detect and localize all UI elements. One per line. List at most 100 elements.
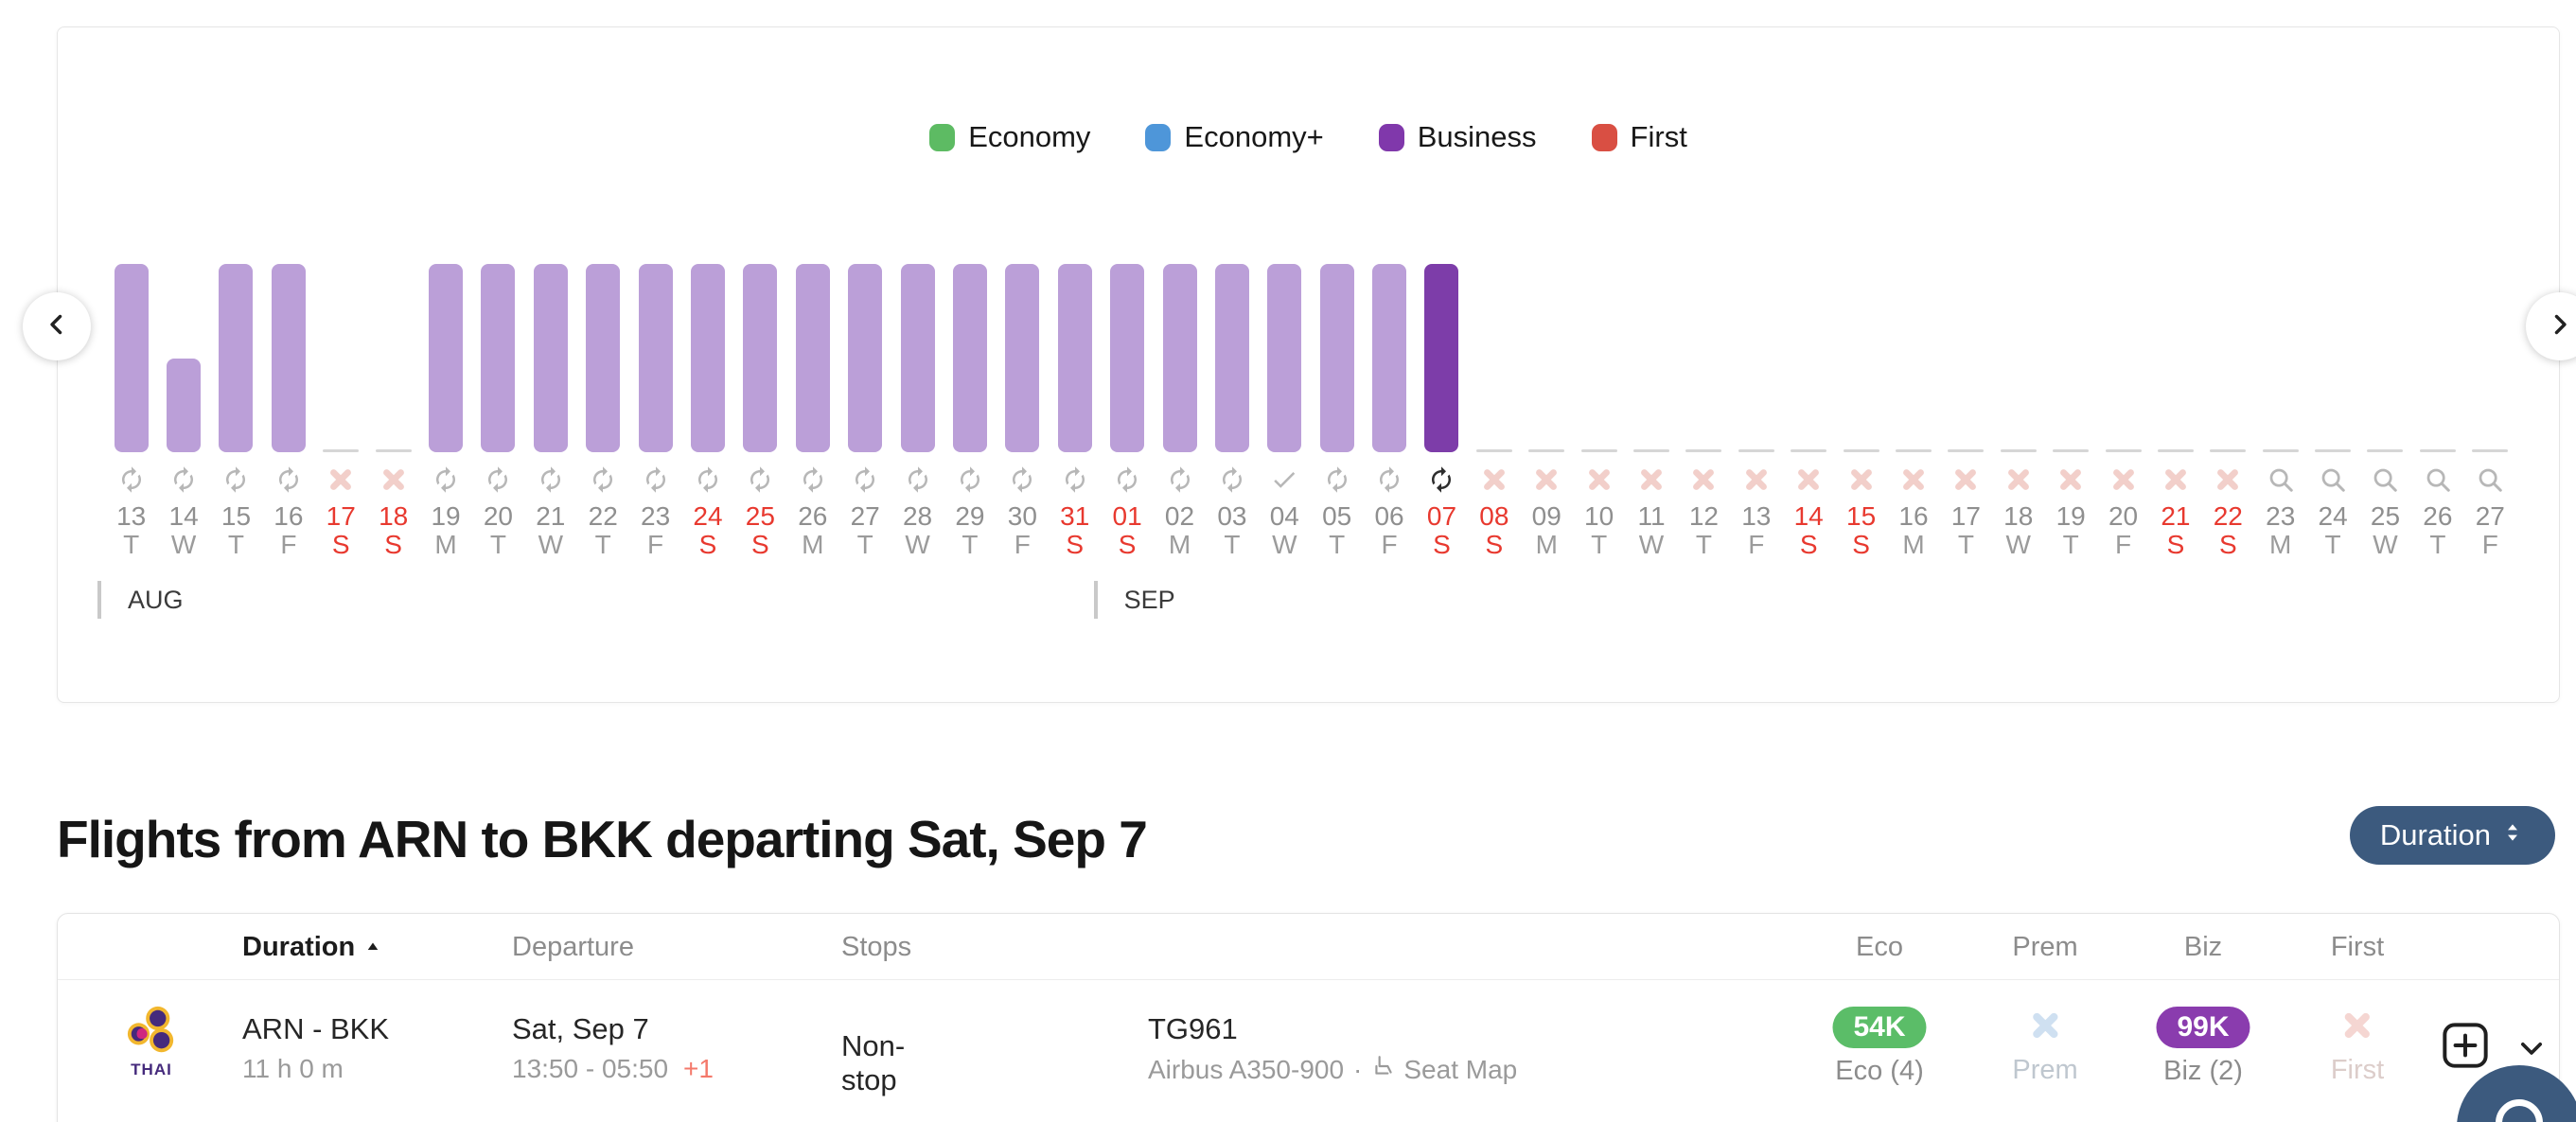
refresh-icon[interactable]	[537, 465, 565, 494]
unavailable-icon[interactable]	[2004, 465, 2033, 494]
search-icon[interactable]	[2371, 465, 2399, 494]
eco-award-cell[interactable]: 54K Eco (4)	[1832, 980, 1927, 1087]
chart-day-column[interactable]: 30 F	[997, 264, 1049, 559]
header-duration[interactable]: Duration	[242, 914, 381, 980]
unavailable-icon[interactable]	[1951, 465, 1980, 494]
chart-day-column[interactable]: 24 S	[681, 264, 733, 559]
chart-day-column[interactable]: 12 T	[1678, 264, 1730, 559]
unavailable-icon[interactable]	[1637, 465, 1666, 494]
chart-day-column[interactable]: 21 W	[524, 264, 576, 559]
chart-day-column[interactable]: 24 T	[2306, 264, 2358, 559]
refresh-icon[interactable]	[1375, 465, 1403, 494]
refresh-icon[interactable]	[221, 465, 250, 494]
chart-day-column[interactable]: 25 S	[734, 264, 786, 559]
refresh-icon[interactable]	[484, 465, 512, 494]
chart-day-column[interactable]: 26 M	[786, 264, 838, 559]
unavailable-icon[interactable]	[1847, 465, 1876, 494]
refresh-icon[interactable]	[274, 465, 303, 494]
unavailable-icon[interactable]	[1532, 465, 1561, 494]
unavailable-icon[interactable]	[1689, 465, 1718, 494]
chart-day-column[interactable]: 23 F	[629, 264, 681, 559]
chart-day-column[interactable]: 11 W	[1625, 264, 1677, 559]
unavailable-icon[interactable]	[1480, 465, 1509, 494]
sort-by-duration-button[interactable]: Duration	[2349, 806, 2555, 865]
chart-day-column[interactable]: 02 M	[1154, 264, 1206, 559]
chart-day-column[interactable]: 21 S	[2149, 264, 2201, 559]
refresh-icon[interactable]	[1427, 465, 1456, 494]
unavailable-icon[interactable]	[1899, 465, 1928, 494]
refresh-icon[interactable]	[1218, 465, 1246, 494]
refresh-icon[interactable]	[1061, 465, 1089, 494]
unavailable-icon[interactable]	[2214, 465, 2242, 494]
chart-day-column[interactable]: 15 S	[1835, 264, 1887, 559]
chart-day-column[interactable]: 06 F	[1363, 264, 1415, 559]
chart-day-column[interactable]: 23 M	[2254, 264, 2306, 559]
chart-day-column[interactable]: 01 S	[1101, 264, 1153, 559]
chart-day-column[interactable]: 14 W	[157, 264, 209, 559]
chart-day-column[interactable]: 31 S	[1049, 264, 1101, 559]
unavailable-icon[interactable]	[1742, 465, 1771, 494]
chart-day-column[interactable]: 15 T	[210, 264, 262, 559]
refresh-icon[interactable]	[956, 465, 984, 494]
chart-day-column[interactable]: 10 T	[1573, 264, 1625, 559]
search-icon[interactable]	[2267, 465, 2295, 494]
chart-day-column[interactable]: 25 W	[2359, 264, 2411, 559]
chart-day-column[interactable]: 05 T	[1311, 264, 1363, 559]
chart-day-column[interactable]: 28 W	[891, 264, 944, 559]
chart-day-column[interactable]: 20 F	[2097, 264, 2149, 559]
chart-day-column[interactable]: 14 S	[1783, 264, 1835, 559]
chart-day-column[interactable]: 09 M	[1521, 264, 1573, 559]
expand-row-button[interactable]	[2513, 1029, 2550, 1067]
calendar-prev-button[interactable]	[23, 292, 91, 360]
unavailable-icon[interactable]	[1794, 465, 1823, 494]
refresh-icon[interactable]	[432, 465, 460, 494]
refresh-icon[interactable]	[117, 465, 146, 494]
chart-day-column[interactable]: 19 M	[419, 264, 471, 559]
refresh-icon[interactable]	[746, 465, 774, 494]
chart-day-column[interactable]: 22 T	[577, 264, 629, 559]
chart-day-column[interactable]: 16 M	[1887, 264, 1939, 559]
search-icon[interactable]	[2476, 465, 2504, 494]
refresh-icon[interactable]	[904, 465, 932, 494]
search-icon[interactable]	[2424, 465, 2452, 494]
unavailable-icon[interactable]	[1585, 465, 1614, 494]
chart-day-column[interactable]: 13 T	[105, 264, 157, 559]
unavailable-icon[interactable]	[2161, 465, 2190, 494]
chart-day-column[interactable]: 08 S	[1468, 264, 1520, 559]
chart-day-column[interactable]: 07 S	[1416, 264, 1468, 559]
refresh-icon[interactable]	[851, 465, 879, 494]
chart-day-column[interactable]: 18 W	[1992, 264, 2044, 559]
refresh-icon[interactable]	[694, 465, 722, 494]
chart-day-column[interactable]: 03 T	[1206, 264, 1258, 559]
chart-day-column[interactable]: 13 F	[1730, 264, 1782, 559]
refresh-icon[interactable]	[1008, 465, 1036, 494]
search-icon[interactable]	[2319, 465, 2347, 494]
chart-day-column[interactable]: 22 S	[2202, 264, 2254, 559]
chart-day-column[interactable]: 17 T	[1940, 264, 1992, 559]
refresh-icon[interactable]	[1166, 465, 1194, 494]
chart-day-column[interactable]: 17 S	[315, 264, 367, 559]
refresh-icon[interactable]	[642, 465, 670, 494]
refresh-icon[interactable]	[589, 465, 617, 494]
checked-icon[interactable]	[1270, 465, 1298, 494]
chart-day-column[interactable]: 04 W	[1259, 264, 1311, 559]
calendar-next-button[interactable]	[2526, 292, 2576, 360]
unavailable-icon[interactable]	[326, 465, 355, 494]
flight-row[interactable]: THAI ARN - BKK 11 h 0 m Sat, Sep 7 13:50…	[58, 980, 2559, 1122]
refresh-icon[interactable]	[799, 465, 827, 494]
chart-day-column[interactable]: 27 T	[838, 264, 891, 559]
refresh-icon[interactable]	[169, 465, 198, 494]
unavailable-icon[interactable]	[2056, 465, 2085, 494]
add-flight-button[interactable]	[2441, 1022, 2490, 1071]
refresh-icon[interactable]	[1113, 465, 1141, 494]
seat-map-link[interactable]: Seat Map	[1371, 1054, 1517, 1085]
chart-day-column[interactable]: 27 F	[2464, 264, 2516, 559]
chart-day-column[interactable]: 19 T	[2044, 264, 2096, 559]
chart-day-column[interactable]: 18 S	[367, 264, 419, 559]
chart-day-column[interactable]: 20 T	[472, 264, 524, 559]
chart-day-column[interactable]: 26 T	[2411, 264, 2463, 559]
chart-day-column[interactable]: 29 T	[944, 264, 996, 559]
biz-award-cell[interactable]: 99K Biz (2)	[2156, 980, 2250, 1087]
chart-day-column[interactable]: 16 F	[262, 264, 314, 559]
unavailable-icon[interactable]	[2109, 465, 2138, 494]
